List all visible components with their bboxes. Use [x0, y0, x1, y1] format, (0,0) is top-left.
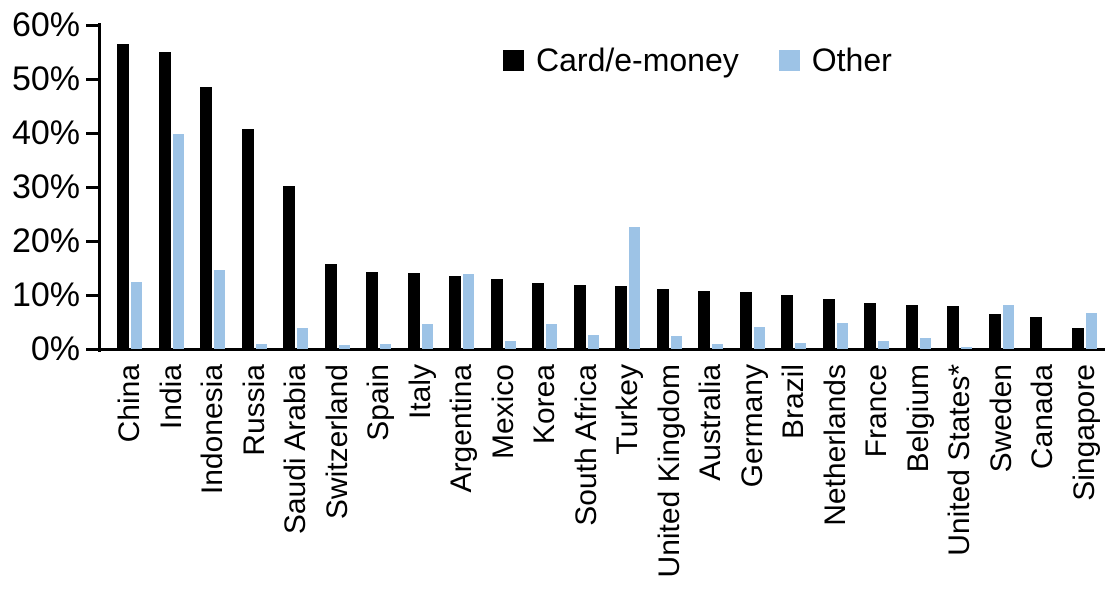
legend-item-other: Other	[778, 42, 892, 79]
bar-card-e-money-united-kingdom	[657, 289, 669, 349]
x-axis-label-italy: Italy	[403, 364, 437, 420]
bar-card-e-money-russia	[242, 129, 254, 349]
bar-other-netherlands	[837, 323, 848, 349]
x-axis-label-singapore: Singapore	[1067, 364, 1101, 501]
blue-square-icon	[778, 50, 800, 71]
x-axis-label-brazil: Brazil	[776, 364, 810, 440]
bar-other-sweden	[1003, 305, 1014, 349]
y-axis-tick	[86, 240, 98, 243]
x-axis-label-united-states: United States*	[942, 364, 976, 556]
bar-card-e-money-united-states	[947, 306, 959, 349]
y-axis-tick	[86, 294, 98, 297]
y-axis-label: 0%	[30, 330, 80, 368]
bar-other-south-africa	[588, 335, 599, 349]
y-axis-tick	[86, 186, 98, 189]
x-axis-label-turkey: Turkey	[610, 364, 644, 455]
x-axis-label-russia: Russia	[237, 364, 271, 456]
bar-other-australia	[712, 344, 723, 349]
bar-card-e-money-belgium	[906, 305, 918, 349]
x-axis-label-france: France	[859, 364, 893, 458]
x-axis-label-south-africa: South Africa	[569, 364, 603, 526]
y-axis-label: 40%	[11, 114, 80, 152]
y-axis-tick	[86, 24, 98, 27]
bar-other-saudi-arabia	[297, 328, 308, 349]
x-axis-label-argentina: Argentina	[444, 364, 478, 493]
bar-card-e-money-germany	[740, 292, 752, 349]
bar-other-indonesia	[214, 270, 225, 349]
y-axis-tick	[86, 132, 98, 135]
bar-card-e-money-south-africa	[574, 285, 586, 349]
bar-card-e-money-sweden	[989, 314, 1001, 349]
bar-other-singapore	[1086, 313, 1097, 349]
y-axis-label: 60%	[11, 6, 80, 44]
bar-other-argentina	[463, 274, 474, 349]
bar-card-e-money-argentina	[449, 276, 461, 349]
y-axis-tick	[86, 78, 98, 81]
y-axis-line	[98, 23, 101, 352]
legend: Card/e-money Other	[503, 42, 892, 79]
bar-card-e-money-france	[864, 303, 876, 349]
x-axis-label-canada: Canada	[1025, 364, 1059, 470]
bar-card-e-money-saudi-arabia	[283, 186, 295, 349]
y-axis-label: 50%	[11, 60, 80, 98]
x-axis-label-netherlands: Netherlands	[818, 364, 852, 526]
bar-other-korea	[546, 324, 557, 349]
x-axis-label-saudi-arabia: Saudi Arabia	[278, 364, 312, 535]
bar-card-e-money-india	[159, 52, 171, 349]
bar-other-brazil	[795, 343, 806, 349]
bar-other-spain	[380, 344, 391, 349]
bar-other-mexico	[505, 341, 516, 349]
x-axis-label-spain: Spain	[361, 364, 395, 441]
y-axis-label: 30%	[11, 168, 80, 206]
x-axis-label-korea: Korea	[527, 364, 561, 445]
x-axis-label-switzerland: Switzerland	[320, 364, 354, 520]
bar-other-france	[878, 341, 889, 349]
legend-item-card-e-money: Card/e-money	[503, 42, 739, 79]
y-axis-label: 20%	[11, 222, 80, 260]
x-axis-label-sweden: Sweden	[984, 364, 1018, 473]
bar-card-e-money-italy	[408, 273, 420, 349]
bar-card-e-money-mexico	[491, 279, 503, 349]
bar-other-germany	[754, 327, 765, 349]
bar-card-e-money-netherlands	[823, 299, 835, 349]
bar-other-united-states	[961, 347, 972, 349]
bar-card-e-money-spain	[366, 272, 378, 349]
bar-other-italy	[422, 324, 433, 349]
bar-card-e-money-brazil	[781, 295, 793, 349]
x-axis-label-australia: Australia	[693, 364, 727, 481]
bar-card-e-money-singapore	[1072, 328, 1084, 349]
x-axis-label-indonesia: Indonesia	[195, 364, 229, 495]
bar-card-e-money-turkey	[615, 286, 627, 349]
x-axis-label-belgium: Belgium	[901, 364, 935, 473]
black-square-icon	[503, 50, 524, 71]
bar-other-turkey	[629, 227, 640, 349]
bar-other-india	[173, 134, 184, 349]
bar-card-e-money-canada	[1030, 317, 1042, 349]
bar-other-russia	[256, 344, 267, 349]
y-axis-label: 10%	[11, 276, 80, 314]
bar-card-e-money-australia	[698, 291, 710, 349]
x-axis-label-mexico: Mexico	[486, 364, 520, 460]
bar-other-belgium	[920, 338, 931, 349]
bar-other-china	[131, 282, 142, 349]
bar-card-e-money-indonesia	[200, 87, 212, 349]
x-axis-line	[98, 348, 1105, 351]
bar-other-united-kingdom	[671, 336, 682, 349]
bar-card-e-money-korea	[532, 283, 544, 349]
bar-card-e-money-switzerland	[325, 264, 337, 349]
legend-label-other: Other	[811, 42, 892, 78]
x-axis-label-china: China	[112, 364, 146, 443]
x-axis-label-united-kingdom: United Kingdom	[652, 364, 686, 578]
bar-card-e-money-china	[117, 44, 129, 349]
y-axis-tick	[86, 348, 98, 351]
legend-label-card-e-money: Card/e-money	[536, 42, 739, 78]
x-axis-label-germany: Germany	[735, 364, 769, 488]
bar-other-switzerland	[339, 345, 350, 349]
x-axis-label-india: India	[154, 364, 188, 430]
